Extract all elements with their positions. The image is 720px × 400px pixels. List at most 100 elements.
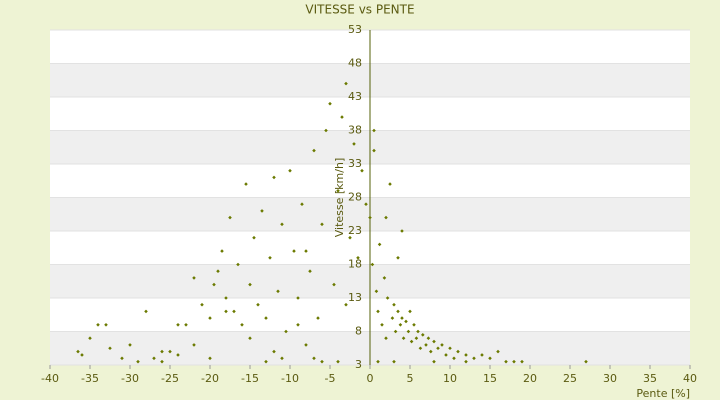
point (240, 323, 244, 327)
point (216, 269, 220, 273)
point (192, 276, 196, 280)
y-tick-label: 53 (348, 23, 362, 36)
point (292, 249, 296, 253)
point (76, 349, 80, 354)
point (288, 168, 292, 173)
point (80, 353, 84, 357)
point (108, 346, 112, 351)
point (160, 359, 164, 364)
x-tick-label: 30 (603, 372, 617, 385)
point (440, 343, 444, 347)
point (444, 353, 448, 357)
point (393, 329, 398, 334)
point (248, 282, 252, 287)
point (104, 323, 108, 327)
point (464, 353, 468, 357)
point (432, 359, 436, 364)
point (429, 349, 433, 354)
point (264, 316, 268, 320)
chart-title: VITESSE vs PENTE (305, 3, 414, 17)
point (304, 249, 308, 253)
y-tick-label: 38 (348, 124, 362, 137)
point (300, 202, 304, 206)
y-tick-label: 8 (355, 325, 362, 338)
point (404, 319, 408, 324)
point (248, 336, 252, 340)
x-tick-label: 20 (523, 372, 537, 385)
point (384, 336, 388, 340)
point (320, 359, 324, 364)
point (400, 316, 404, 320)
point (224, 309, 228, 314)
point (296, 296, 300, 300)
point (408, 309, 412, 314)
point (184, 323, 188, 327)
point (496, 349, 500, 354)
point (372, 128, 376, 133)
point (392, 359, 396, 364)
point (414, 336, 419, 340)
point (128, 343, 132, 347)
y-tick-label: 3 (355, 358, 362, 371)
point (456, 349, 460, 354)
point (392, 302, 396, 307)
point (520, 359, 524, 364)
point (236, 262, 240, 267)
x-tick-label: -40 (41, 372, 59, 385)
point (208, 356, 212, 361)
point (276, 289, 280, 294)
point (136, 359, 140, 364)
point (388, 182, 392, 186)
point (232, 309, 236, 314)
point (96, 323, 100, 327)
point (144, 309, 148, 314)
point (372, 148, 376, 153)
point (280, 356, 284, 361)
point (360, 168, 364, 173)
point (370, 262, 375, 267)
point (364, 202, 368, 206)
point (192, 343, 196, 347)
y-tick-label: 33 (348, 157, 362, 170)
point (220, 249, 224, 253)
x-tick-label: -5 (325, 372, 336, 385)
point (472, 356, 476, 361)
x-tick-label: -10 (281, 372, 299, 385)
point (504, 359, 508, 364)
point (385, 296, 390, 300)
point (160, 349, 164, 354)
x-tick-label: 25 (563, 372, 577, 385)
point (384, 215, 388, 220)
point (296, 323, 300, 327)
point (380, 323, 384, 327)
point (120, 356, 124, 361)
point (376, 309, 380, 314)
point (200, 302, 204, 307)
y-tick-label: 23 (348, 224, 362, 237)
point (464, 359, 468, 364)
x-axis-label: Pente [%] (636, 387, 690, 400)
y-tick-label: 48 (348, 57, 362, 70)
point (424, 343, 428, 347)
point (584, 359, 588, 364)
point (244, 182, 248, 186)
x-tick-label: 0 (367, 372, 374, 385)
point (304, 343, 308, 347)
y-axis-label: Vitesse [km/h] (333, 158, 346, 238)
point (152, 356, 156, 361)
y-tick-label: 18 (348, 258, 362, 271)
x-tick-label: 15 (483, 372, 497, 385)
point (376, 359, 380, 364)
point (312, 356, 316, 361)
point (396, 309, 400, 314)
point (324, 128, 328, 133)
point (340, 115, 344, 119)
point (280, 222, 284, 227)
x-tick-label: 35 (643, 372, 657, 385)
point (328, 101, 332, 106)
point (320, 222, 324, 227)
point (409, 339, 414, 344)
point (268, 256, 272, 260)
point (377, 242, 382, 247)
point (336, 359, 340, 364)
